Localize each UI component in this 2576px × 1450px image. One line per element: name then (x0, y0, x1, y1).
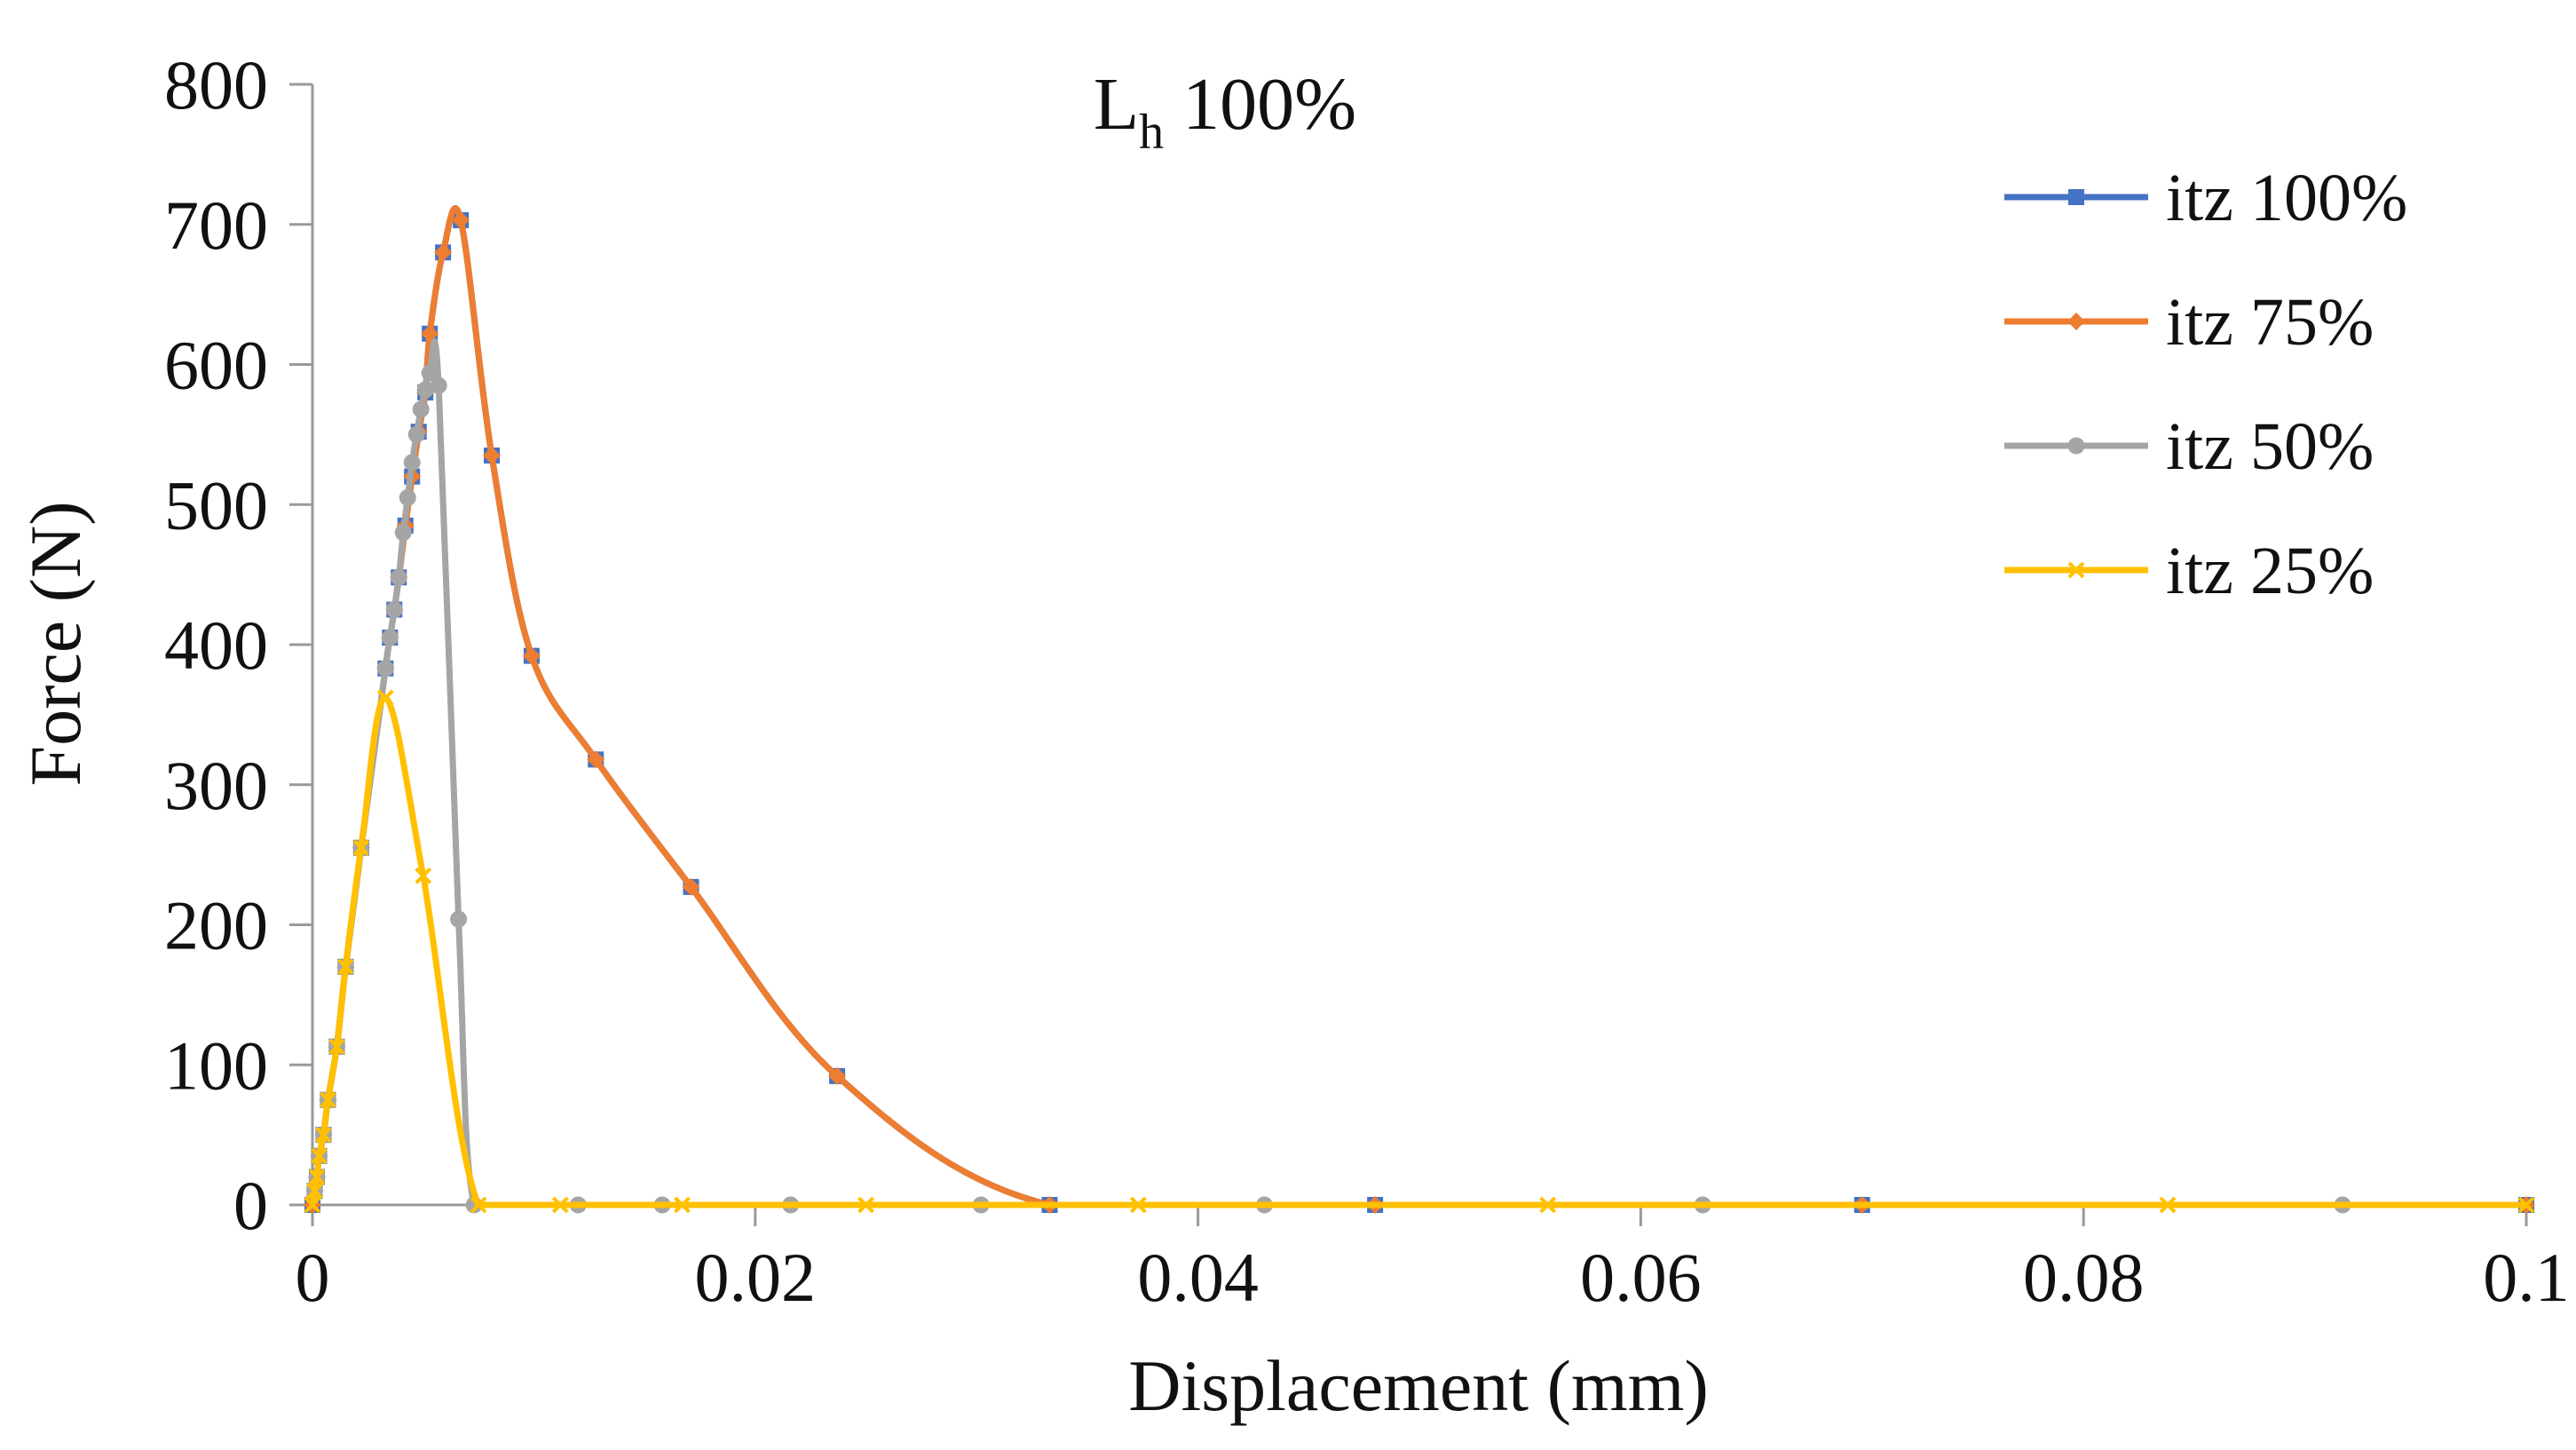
chart-title-rest: 100% (1164, 63, 1356, 146)
x-tick-label: 0.02 (695, 1239, 817, 1316)
x-tick-label: 0.06 (1580, 1239, 1702, 1316)
y-tick-label: 0 (233, 1167, 268, 1244)
data-point (483, 447, 502, 465)
data-point (304, 1196, 321, 1214)
y-tick-label: 600 (164, 327, 268, 404)
legend-label: itz 50% (2166, 409, 2374, 484)
x-tick-label: 0 (296, 1239, 330, 1316)
data-point (407, 425, 425, 443)
data-point (320, 1091, 336, 1109)
data-point (308, 1169, 326, 1185)
data-point (421, 364, 439, 382)
chart-title: Lh 100% (1094, 63, 1356, 160)
x-tick-label: 0.08 (2023, 1239, 2145, 1316)
data-point (416, 381, 434, 399)
data-point (2159, 1196, 2177, 1214)
data-point (1539, 1196, 1557, 1214)
data-point (450, 910, 468, 928)
data-point (311, 1147, 328, 1165)
legend-swatch-marker (2067, 437, 2085, 455)
data-point (381, 629, 399, 646)
legend-swatch-marker (2067, 313, 2085, 330)
legend-item: itz 75% (2004, 285, 2374, 360)
series-3 (304, 689, 2535, 1214)
data-point (682, 877, 700, 896)
data-point (1129, 1196, 1147, 1214)
legend-item: itz 25% (2004, 534, 2374, 608)
x-axis-title: Displacement (mm) (1128, 1345, 1709, 1426)
y-tick-label: 100 (164, 1026, 268, 1104)
data-point (434, 243, 453, 262)
legend-swatch-marker (2067, 561, 2085, 579)
data-point (430, 376, 447, 394)
data-point (399, 488, 416, 506)
data-point (2517, 1196, 2535, 1214)
data-point (522, 646, 541, 665)
y-tick-label: 700 (164, 186, 268, 264)
data-point (315, 1126, 332, 1144)
series-line (309, 694, 2530, 1208)
legend: itz 100% itz 75% itz 50% itz 25% (2004, 161, 2407, 608)
y-tick-label: 200 (164, 887, 268, 964)
data-point (376, 689, 394, 707)
data-point (403, 454, 421, 471)
x-tick-label: 0.1 (2483, 1239, 2570, 1316)
y-tick-label: 500 (164, 466, 268, 543)
legend-label: itz 75% (2166, 285, 2374, 360)
data-point (415, 867, 432, 884)
data-point (421, 324, 439, 343)
data-point (412, 400, 430, 418)
data-point (828, 1066, 847, 1085)
legend-item: itz 50% (2004, 409, 2374, 484)
data-point (306, 1182, 323, 1200)
data-point (587, 750, 605, 769)
data-point (674, 1196, 691, 1214)
data-point (551, 1196, 569, 1214)
y-tick-label: 300 (164, 747, 268, 824)
data-point (328, 1038, 345, 1056)
legend-label: itz 100% (2166, 161, 2407, 235)
data-point (352, 839, 370, 857)
data-point (385, 601, 403, 619)
chart-title-subscript: h (1139, 105, 1164, 160)
y-tick-label: 800 (164, 46, 268, 123)
data-point (470, 1196, 487, 1214)
data-point (390, 568, 407, 586)
x-tick-label: 0.04 (1137, 1239, 1259, 1316)
y-axis-title: Force (N) (15, 501, 96, 786)
plot-area: 0 100 200 300 400 500 600 700 800 0 0.02 0.04 0.06 0.… (164, 46, 2570, 1316)
data-point (336, 958, 354, 976)
legend-swatch-marker (2068, 189, 2084, 205)
legend-label: itz 25% (2166, 534, 2374, 608)
chart-title-main: L (1094, 63, 1139, 146)
data-point (452, 211, 470, 230)
data-point (376, 660, 394, 677)
series-layer (304, 205, 2535, 1214)
legend-item: itz 100% (2004, 161, 2407, 235)
data-point (857, 1196, 874, 1214)
data-point (394, 524, 412, 542)
y-tick-label: 400 (164, 606, 268, 684)
